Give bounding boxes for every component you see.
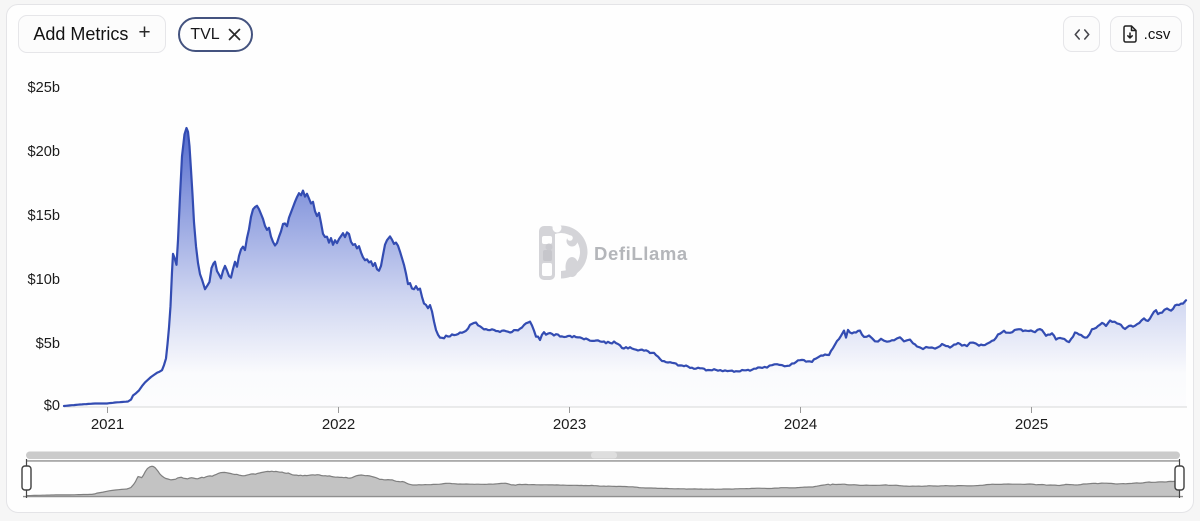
svg-text:$5b: $5b bbox=[36, 336, 60, 352]
svg-text:2024: 2024 bbox=[784, 416, 817, 433]
svg-text:2023: 2023 bbox=[553, 416, 586, 433]
svg-text:DefiLlama: DefiLlama bbox=[594, 243, 688, 264]
svg-text:2022: 2022 bbox=[322, 416, 355, 433]
svg-text:2025: 2025 bbox=[1015, 416, 1048, 433]
svg-text:$20b: $20b bbox=[28, 144, 60, 160]
svg-text:$25b: $25b bbox=[28, 80, 60, 96]
svg-text:$15b: $15b bbox=[28, 208, 60, 224]
svg-text:2021: 2021 bbox=[91, 416, 124, 433]
svg-text:$10b: $10b bbox=[28, 272, 60, 288]
svg-text:$0: $0 bbox=[44, 398, 60, 414]
